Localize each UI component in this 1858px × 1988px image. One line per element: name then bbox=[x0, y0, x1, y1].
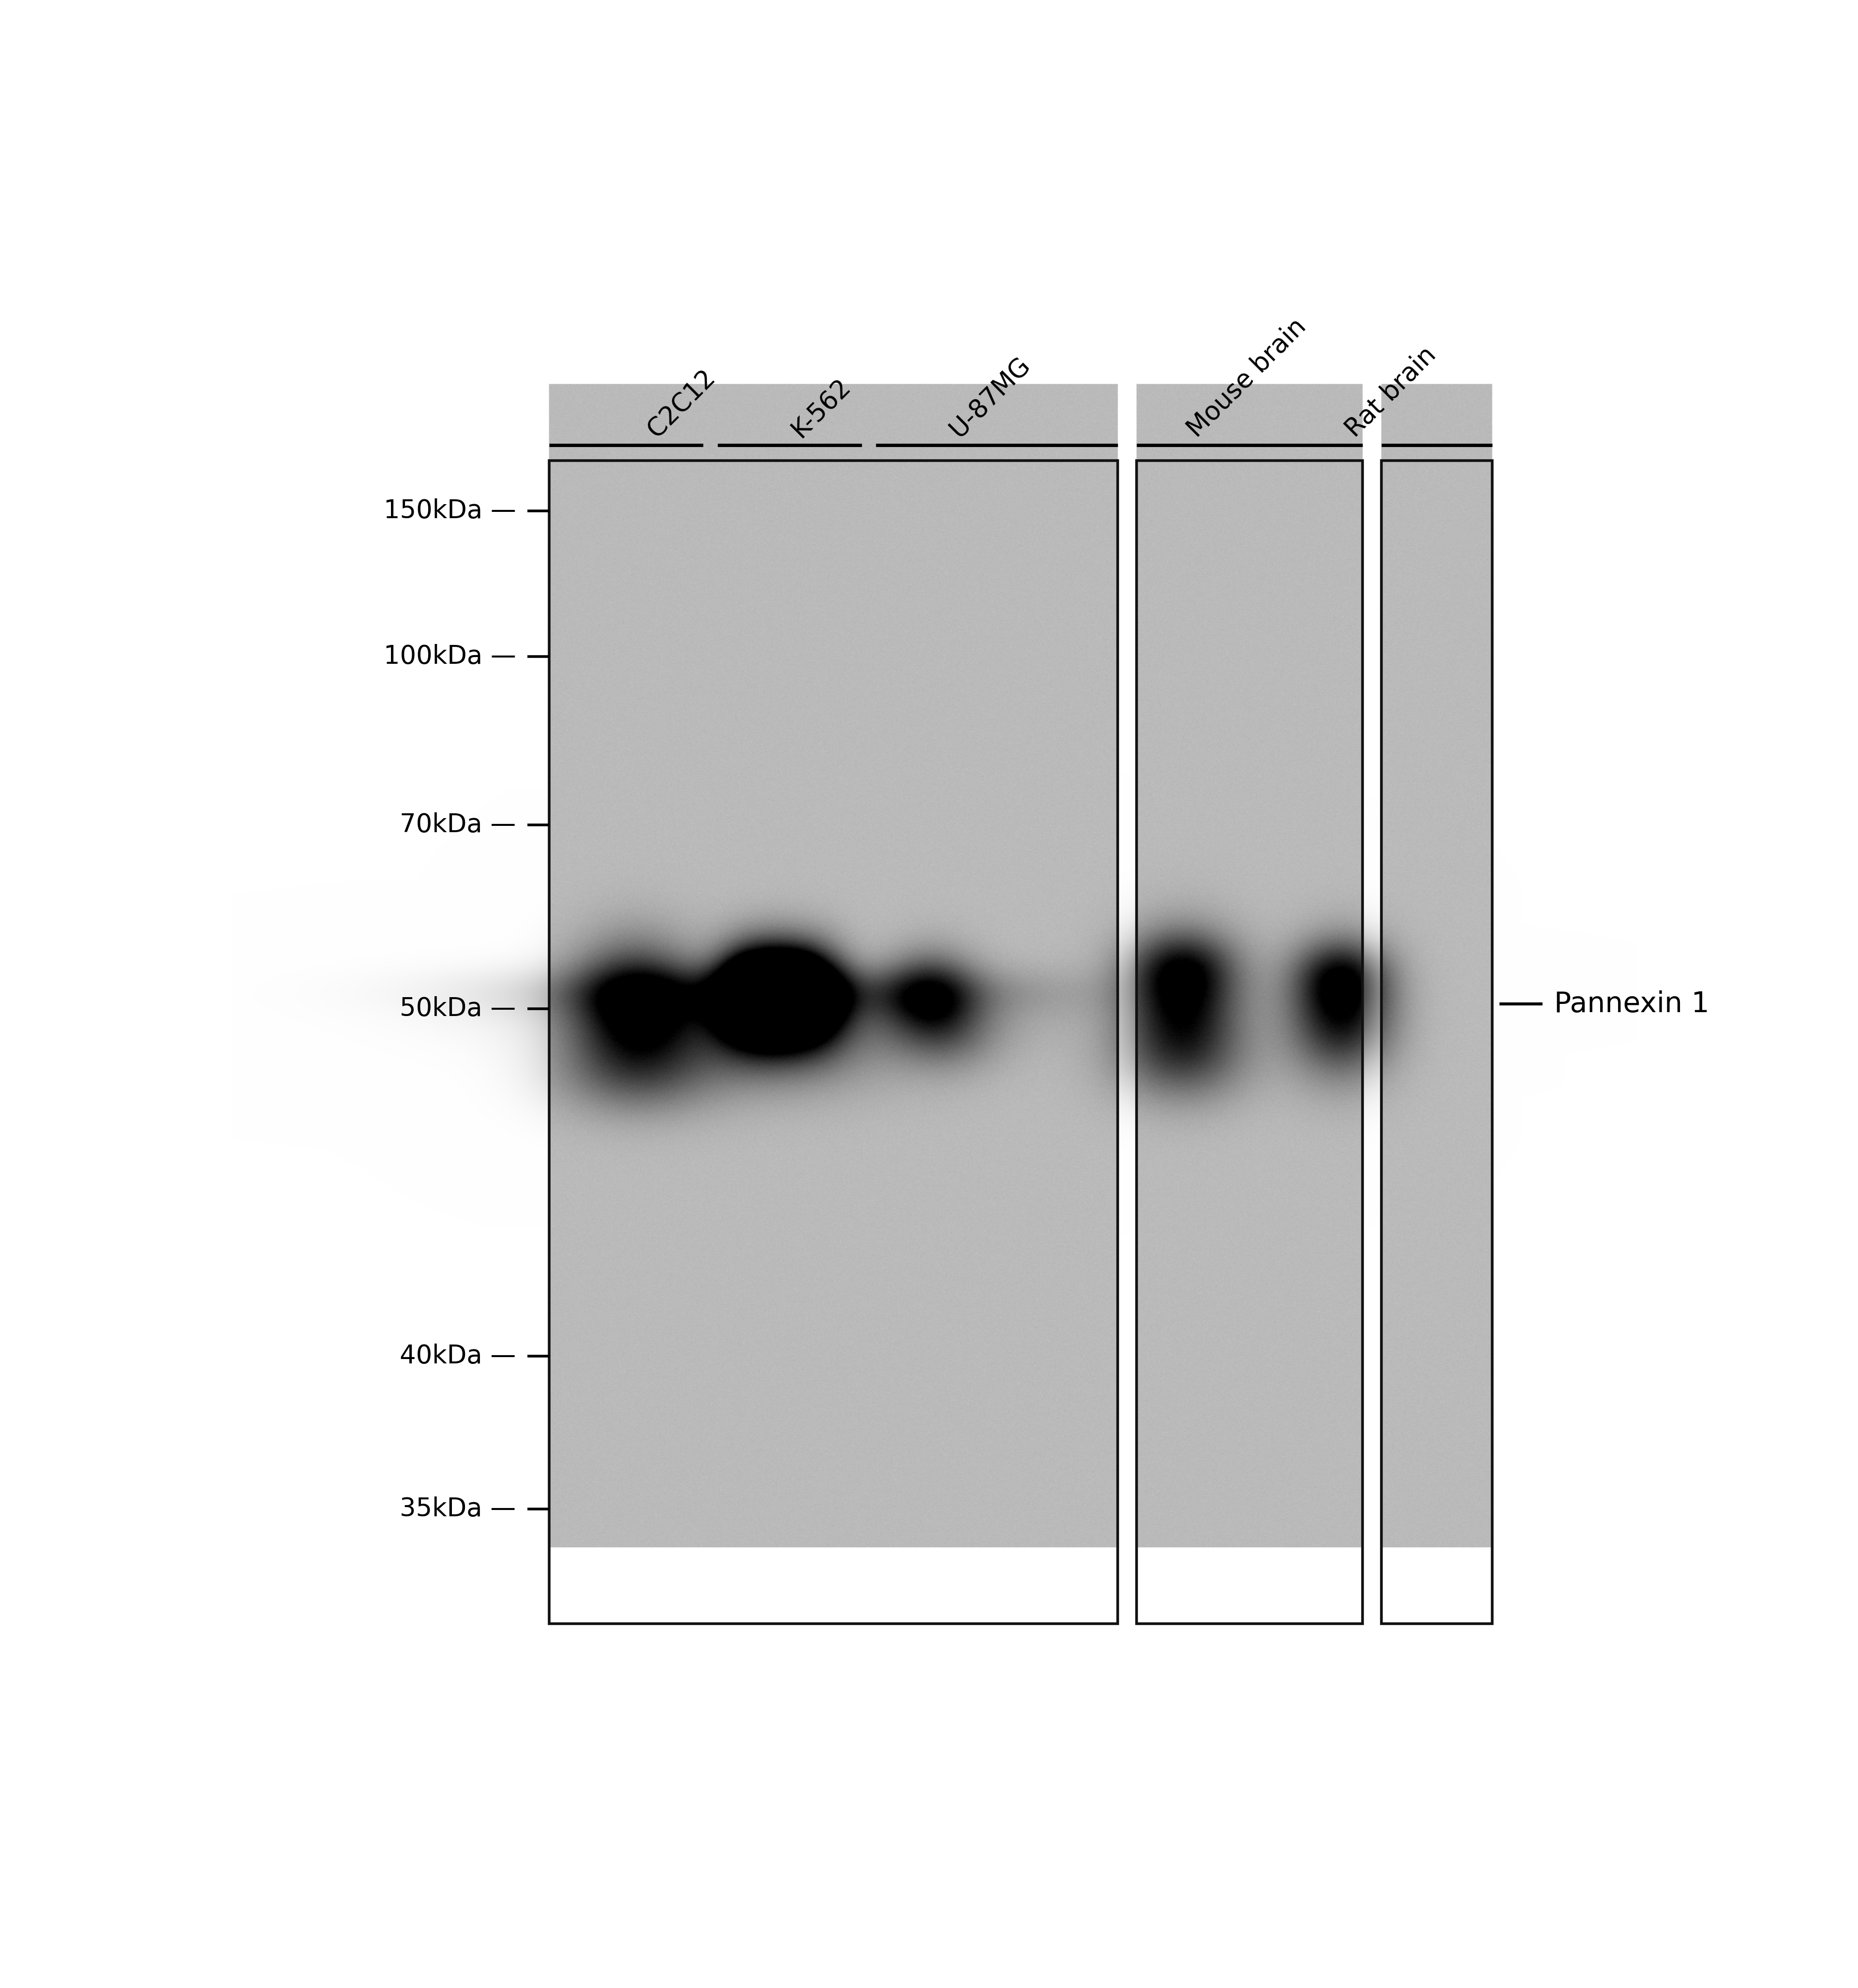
Text: Pannexin 1: Pannexin 1 bbox=[1553, 990, 1709, 1018]
Bar bbox=[550, 461, 1119, 1624]
Text: 150kDa —: 150kDa — bbox=[383, 499, 517, 523]
Text: Mouse brain: Mouse brain bbox=[1182, 314, 1312, 441]
Text: 70kDa —: 70kDa — bbox=[399, 813, 517, 837]
Text: 35kDa —: 35kDa — bbox=[399, 1497, 517, 1521]
Text: 40kDa —: 40kDa — bbox=[399, 1344, 517, 1368]
Bar bbox=[1137, 461, 1362, 1624]
Text: U-87MG: U-87MG bbox=[946, 352, 1035, 441]
Text: Rat brain: Rat brain bbox=[1341, 342, 1442, 441]
Text: K-562: K-562 bbox=[786, 374, 855, 441]
Text: 100kDa —: 100kDa — bbox=[383, 644, 517, 670]
Text: C2C12: C2C12 bbox=[643, 364, 721, 441]
Bar bbox=[1380, 461, 1492, 1624]
Text: 50kDa —: 50kDa — bbox=[399, 996, 517, 1022]
